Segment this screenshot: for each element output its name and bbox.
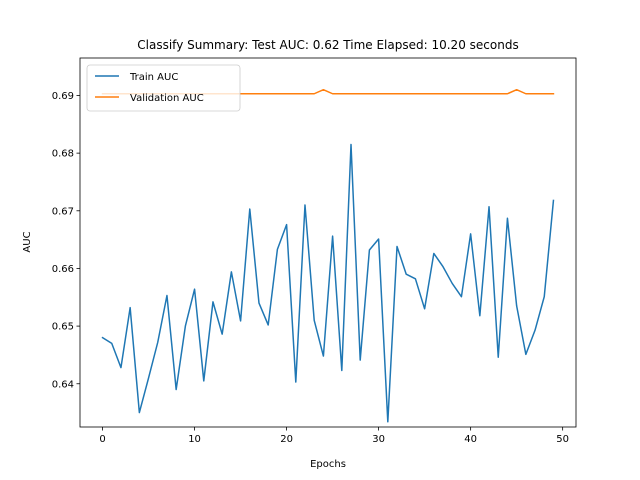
legend-label-validation-auc: Validation AUC bbox=[130, 93, 204, 104]
x-tick-label: 30 bbox=[372, 434, 385, 445]
y-tick-label: 0.65 bbox=[52, 322, 74, 333]
x-tick-label: 10 bbox=[188, 434, 201, 445]
legend-label-train-auc: Train AUC bbox=[129, 72, 178, 83]
legend: Train AUC Validation AUC bbox=[86, 64, 241, 112]
x-tick-label: 50 bbox=[556, 434, 569, 445]
y-axis-label: AUC bbox=[22, 231, 33, 252]
plot-area bbox=[80, 58, 576, 427]
legend-box bbox=[86, 64, 241, 112]
chart-title: Classify Summary: Test AUC: 0.62 Time El… bbox=[137, 38, 518, 52]
x-axis-ticks: 0 10 20 30 40 50 bbox=[99, 427, 569, 445]
x-tick-label: 20 bbox=[280, 434, 293, 445]
y-tick-label: 0.66 bbox=[52, 264, 74, 275]
plot-frame bbox=[79, 57, 577, 428]
series-line-train-auc bbox=[101, 143, 555, 423]
x-tick-label: 40 bbox=[464, 434, 477, 445]
x-axis-label: Epochs bbox=[310, 459, 346, 470]
y-tick-label: 0.69 bbox=[52, 91, 74, 102]
y-axis-ticks: 0.64 0.65 0.66 0.67 0.68 0.69 bbox=[52, 91, 80, 390]
y-tick-label: 0.64 bbox=[52, 379, 74, 390]
y-tick-label: 0.67 bbox=[52, 206, 74, 217]
y-tick-label: 0.68 bbox=[52, 149, 74, 160]
x-tick-label: 0 bbox=[99, 434, 105, 445]
